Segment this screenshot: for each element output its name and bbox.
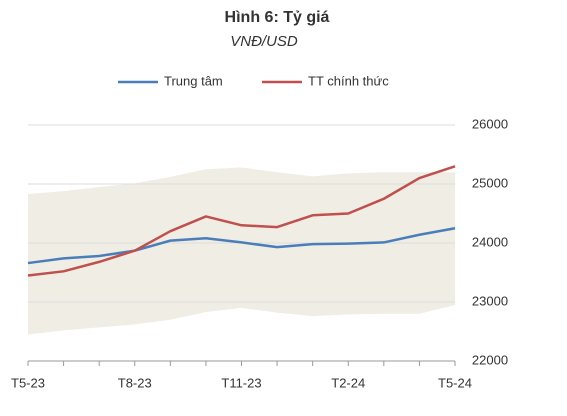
y-tick-label: 25000: [472, 175, 508, 190]
y-tick-label: 23000: [472, 293, 508, 308]
chart-subtitle: VNĐ/USD: [230, 33, 298, 50]
x-tick-label: T11-23: [221, 375, 261, 390]
legend-label: TT chính thức: [308, 73, 389, 88]
y-tick-label: 24000: [472, 234, 508, 249]
y-tick-label: 26000: [472, 116, 508, 131]
chart-title: Hình 6: Tỷ giá: [225, 9, 330, 26]
x-tick-label: T5-23: [11, 375, 45, 390]
line-series: [27, 165, 456, 277]
x-tick-label: T5-24: [438, 375, 472, 390]
x-tick-label: T2-24: [331, 375, 365, 390]
x-tick-label: T8-23: [118, 375, 152, 390]
range-band: [28, 167, 455, 335]
line-series: [27, 227, 456, 265]
legend-label: Trung tâm: [164, 73, 223, 88]
y-tick-label: 22000: [472, 352, 508, 367]
